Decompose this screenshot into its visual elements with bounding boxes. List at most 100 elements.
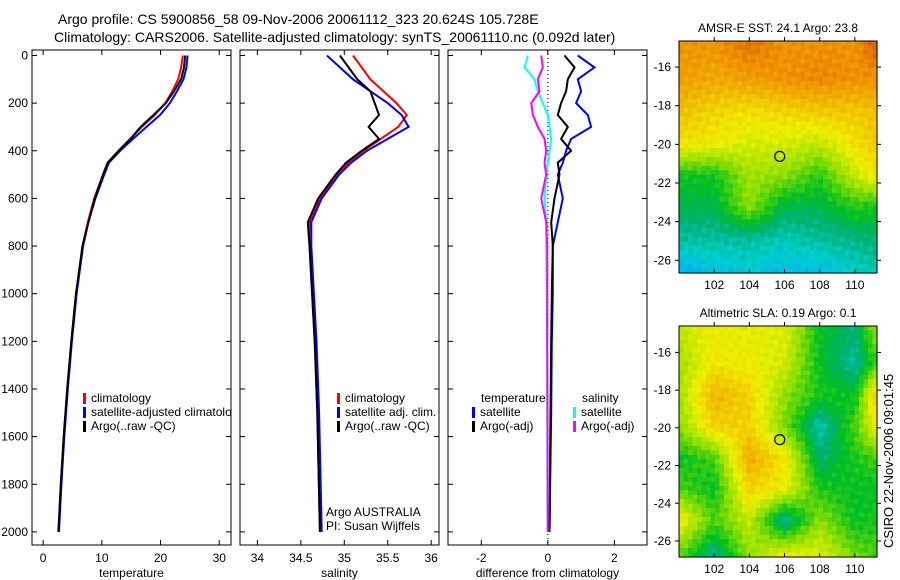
heatmap-cell — [823, 148, 829, 154]
heatmap-cell — [733, 405, 739, 411]
heatmap-cell — [859, 423, 865, 429]
heatmap-cell — [805, 343, 811, 349]
heatmap-cell — [755, 94, 761, 100]
heatmap-cell — [755, 410, 761, 416]
heatmap-cell — [791, 139, 797, 145]
heatmap-cell — [719, 264, 725, 270]
heatmap-cell — [746, 228, 752, 234]
heatmap-cell — [850, 334, 856, 340]
heatmap-cell — [850, 192, 856, 198]
heatmap-cell — [773, 54, 779, 60]
heatmap-cell — [805, 334, 811, 340]
heatmap-cell — [787, 432, 793, 438]
x-tick-label: 110 — [845, 278, 864, 292]
heatmap-cell — [827, 76, 833, 82]
heatmap-cell — [805, 112, 811, 118]
heatmap-cell — [868, 232, 874, 238]
y-tick-label: -16 — [654, 345, 672, 359]
heatmap-cell — [809, 103, 815, 109]
heatmap-cell — [814, 228, 820, 234]
heatmap-cell — [791, 201, 797, 207]
heatmap-cell — [764, 174, 770, 180]
heatmap-cell — [679, 250, 685, 256]
heatmap-cell — [814, 428, 820, 434]
heatmap-cell — [751, 472, 757, 478]
heatmap-cell — [814, 334, 820, 340]
heatmap-cell — [751, 477, 757, 483]
heatmap-cell — [836, 76, 842, 82]
heatmap-cell — [814, 512, 820, 518]
heatmap-cell — [710, 241, 716, 247]
heatmap-cell — [773, 259, 779, 265]
heatmap-cell — [751, 250, 757, 256]
heatmap-cell — [827, 512, 833, 518]
heatmap-cell — [746, 76, 752, 82]
heatmap-cell — [751, 179, 757, 185]
heatmap-cell — [728, 405, 734, 411]
heatmap-cell — [823, 326, 829, 332]
heatmap-cell — [697, 552, 703, 558]
heatmap-cell — [850, 41, 856, 47]
heatmap-cell — [868, 357, 874, 363]
heatmap-cell — [742, 459, 748, 465]
heatmap-cell — [823, 246, 829, 252]
heatmap-cell — [796, 401, 802, 407]
heatmap-cell — [692, 512, 698, 518]
heatmap-cell — [809, 352, 815, 358]
heatmap-cell — [787, 94, 793, 100]
heatmap-cell — [751, 81, 757, 87]
heatmap-cell — [791, 512, 797, 518]
heatmap-cell — [715, 410, 721, 416]
heatmap-cell — [683, 428, 689, 434]
heatmap-cell — [706, 392, 712, 398]
heatmap-cell — [805, 250, 811, 256]
heatmap-cell — [841, 76, 847, 82]
heatmap-cell — [697, 525, 703, 531]
heatmap-cell — [706, 379, 712, 385]
heatmap-cell — [737, 521, 743, 527]
heatmap-cell — [827, 370, 833, 376]
heatmap-cell — [760, 370, 766, 376]
heatmap-cell — [769, 481, 775, 487]
heatmap-cell — [841, 130, 847, 136]
heatmap-cell — [782, 116, 788, 122]
heatmap-cell — [764, 357, 770, 363]
heatmap-cell — [715, 219, 721, 225]
heatmap-cell — [782, 54, 788, 60]
heatmap-cell — [836, 445, 842, 451]
heatmap-cell — [773, 521, 779, 527]
heatmap-cell — [827, 485, 833, 491]
heatmap-cell — [742, 58, 748, 64]
heatmap-cell — [854, 219, 860, 225]
heatmap-cell — [773, 405, 779, 411]
heatmap-cell — [719, 134, 725, 140]
heatmap-cell — [850, 534, 856, 540]
heatmap-cell — [823, 388, 829, 394]
heatmap-cell — [796, 192, 802, 198]
heatmap-cell — [755, 228, 761, 234]
heatmap-cell — [818, 116, 824, 122]
heatmap-cell — [701, 72, 707, 78]
heatmap-cell — [850, 481, 856, 487]
heatmap-cell — [809, 250, 815, 256]
heatmap-cell — [818, 107, 824, 113]
heatmap-cell — [683, 179, 689, 185]
heatmap-cell — [832, 392, 838, 398]
heatmap-cell — [796, 41, 802, 47]
heatmap-cell — [755, 210, 761, 216]
heatmap-cell — [697, 343, 703, 349]
heatmap-cell — [728, 534, 734, 540]
heatmap-cell — [805, 477, 811, 483]
heatmap-cell — [737, 99, 743, 105]
heatmap-cell — [859, 361, 865, 367]
heatmap-cell — [697, 530, 703, 536]
heatmap-cell — [746, 165, 752, 171]
heatmap-cell — [733, 58, 739, 64]
heatmap-cell — [818, 330, 824, 336]
heatmap-cell — [724, 494, 730, 500]
heatmap-cell — [796, 352, 802, 358]
heatmap-cell — [859, 437, 865, 443]
heatmap-cell — [814, 525, 820, 531]
heatmap-cell — [836, 490, 842, 496]
heatmap-cell — [706, 259, 712, 265]
